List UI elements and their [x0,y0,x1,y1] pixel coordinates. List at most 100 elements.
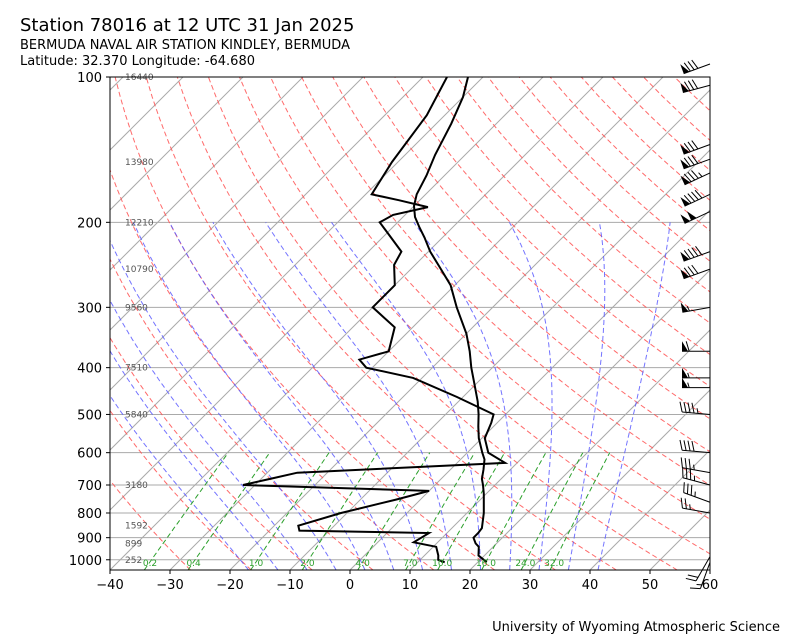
mixing-ratio-line [405,452,476,570]
barb-full [691,170,699,179]
barb-full [691,247,699,257]
background-lines [0,77,710,570]
mixing-ratio-label: 2.0 [300,559,315,569]
wind-barb [689,562,711,590]
barb-full [687,574,699,578]
barb-full [687,141,695,151]
x-tick-label: −30 [156,578,183,593]
moist-adiabat-line [508,222,553,570]
barb-full [694,189,703,199]
x-tick-label: 60 [702,578,719,593]
y-tick-label: 800 [77,507,102,522]
isotherm-line [529,389,710,570]
isotherm-line [110,77,364,331]
height-label: 13980 [125,158,154,168]
isotherm-line [409,269,710,570]
height-label: 899 [125,539,142,549]
height-label: 10790 [125,265,154,275]
station-location: Latitude: 32.370 Longitude: -64.680 [20,54,255,69]
wind-barb [682,467,711,486]
dry-adiabat-line [301,77,710,486]
barb-flag [686,211,697,221]
wind-barb [680,245,711,262]
barb-flag [680,269,690,279]
y-tick-label: 100 [77,71,102,86]
barb-flag [682,377,688,388]
isotherm-line [110,77,544,511]
y-tick-label: 900 [77,532,102,547]
barb-staff [682,477,711,486]
dry-adiabat-line [207,77,678,570]
mixing-ratio-label: 7.0 [403,559,418,569]
temperature-line [412,77,488,564]
barb-full [687,193,696,202]
barb-full [683,157,691,167]
barb-half [687,382,690,388]
station-name: BERMUDA NAVAL AIR STATION KINDLEY, BERMU… [20,38,350,53]
barb-full [683,267,691,277]
barb-full [683,402,687,413]
barb-full [685,341,690,352]
wind-barb [680,59,711,75]
moist-adiabat-line [413,222,513,570]
height-label: 9560 [125,303,148,313]
y-tick-label: 400 [77,362,102,377]
wind-barb [680,170,711,186]
barb-full [684,458,687,469]
barb-full [683,194,692,204]
barb-full [691,140,699,150]
height-label: 252 [125,556,142,566]
height-labels: 16440 13980 12210 10790 9560 7510 5840 3180 1592… [125,73,154,566]
dry-adiabat-line [110,336,313,570]
barb-flag [680,251,690,262]
mixing-ratio-label: 0.4 [186,559,201,569]
mixing-ratio-line [549,452,611,570]
x-tick-label: 50 [642,578,659,593]
wind-barb [685,556,711,582]
y-tick-label: 1000 [69,554,102,569]
isotherm-line [110,77,424,391]
credit-text: University of Wyoming Atmospheric Scienc… [492,620,780,635]
isotherm-line [110,77,304,271]
barb-full [683,440,687,451]
barb-full [683,142,691,152]
x-tick-label: −40 [96,578,123,593]
moist-adiabat-line [567,222,606,570]
barb-full [691,264,699,274]
barb-full [683,62,691,72]
isotherm-line [110,77,184,151]
barb-full [683,81,691,91]
barb-staff [699,562,711,589]
dry-adiabat-line [110,479,191,570]
mixing-ratio-line [143,452,229,570]
y-tick-label: 700 [77,479,102,494]
x-tick-label: −20 [216,578,243,593]
height-label: 3180 [125,481,148,491]
barb-flag [680,64,690,74]
height-label: 1592 [125,522,148,532]
wind-barb [680,211,711,224]
isotherm-line [709,569,710,570]
y-tick-label: 300 [77,301,102,316]
barb-full [687,61,695,71]
isotherm-line [589,449,710,570]
dry-adiabat-line [518,77,710,262]
barb-full [684,498,687,509]
isotherm-line [110,77,124,91]
barb-full [680,457,683,468]
mixing-ratio-label: 10.0 [432,559,452,569]
dry-adiabat-line [456,77,710,324]
height-label: 16440 [125,73,154,83]
barb-staff [684,193,711,207]
wind-barb [680,189,711,207]
barb-full [679,401,683,413]
isotherm-line [0,77,63,570]
barb-full [687,171,696,181]
isotherm-line [169,77,664,570]
chart-title: Station 78016 at 12 UTC 31 Jan 2025 [20,15,354,36]
barb-full [683,250,691,260]
isotherm-line [349,209,710,570]
barb-flag [680,159,690,169]
dry-adiabat-line [110,257,374,570]
x-tick-label: 40 [582,578,599,593]
